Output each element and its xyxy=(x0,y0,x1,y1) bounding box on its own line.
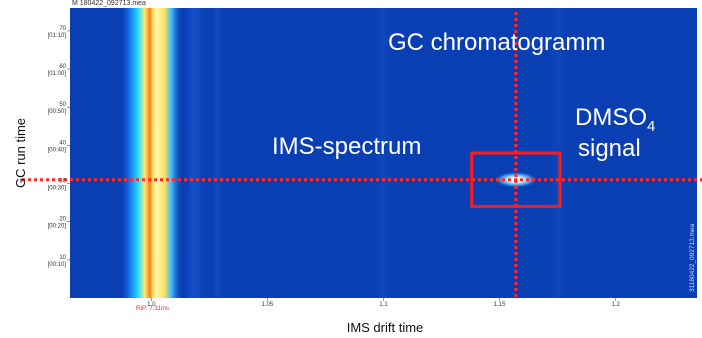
y-tick-time-label: [00:50] xyxy=(48,109,67,115)
y-tick-time-label: [00:30] xyxy=(48,186,67,192)
y-tick-time-label: [00:20] xyxy=(48,224,67,230)
tail-band-2 xyxy=(211,8,224,298)
gc-chromatogramm-annotation: GC chromatogramm xyxy=(388,29,605,56)
y-tick-time-label: [01:00] xyxy=(48,71,67,77)
top-filename-label: M 180422_092713.mea xyxy=(72,0,146,7)
y-tick-label: 70 xyxy=(59,26,66,32)
guide-lines-layer xyxy=(22,12,702,298)
x-tick-label: 1.2 xyxy=(612,302,621,308)
y-tick-label: 30 xyxy=(59,179,66,185)
y-tick-time-label: [00:10] xyxy=(48,262,67,268)
signal-annotation: signal xyxy=(578,135,641,162)
side-filename-label: 31180422_092713.mea xyxy=(689,223,696,292)
y-tick-time-label: [00:40] xyxy=(48,147,67,153)
y-tick-label: 20 xyxy=(59,217,66,223)
x-tick-label: 1.1 xyxy=(379,302,388,308)
ims-spectrum-annotation: IMS-spectrum xyxy=(272,133,421,160)
dmso4-annotation-main: DMSO xyxy=(575,104,647,131)
dmso4-annotation: DMSO4 xyxy=(575,104,655,135)
x-axis-ticks: 1.0 1.05 1.1 1.15 1.2 xyxy=(147,298,621,308)
dmso4-signal-highlight-box xyxy=(470,151,562,208)
tail-band-3 xyxy=(187,8,208,298)
x-axis-title: IMS drift time xyxy=(347,320,424,335)
tail-band-4 xyxy=(371,8,396,298)
y-tick-label: 10 xyxy=(59,255,66,261)
rip-label: RIP: 7.31ms xyxy=(136,306,169,312)
rip-band xyxy=(119,8,184,298)
y-tick-time-label: [01:10] xyxy=(48,33,67,39)
y-tick-label: 40 xyxy=(59,140,66,146)
heatmap-layer xyxy=(119,8,568,298)
dmso4-annotation-subscript: 4 xyxy=(647,118,655,135)
y-tick-label: 60 xyxy=(59,64,66,70)
y-axis-ticks: 10[00:10]20[00:20]30[00:30]40[00:40]50[0… xyxy=(48,26,70,268)
x-tick-label: 1.0 xyxy=(147,302,156,308)
x-tick-label: 1.15 xyxy=(494,302,506,308)
y-axis-title: GC run time xyxy=(13,118,28,188)
x-tick-label: 1.05 xyxy=(262,302,274,308)
y-tick-label: 50 xyxy=(59,102,66,108)
